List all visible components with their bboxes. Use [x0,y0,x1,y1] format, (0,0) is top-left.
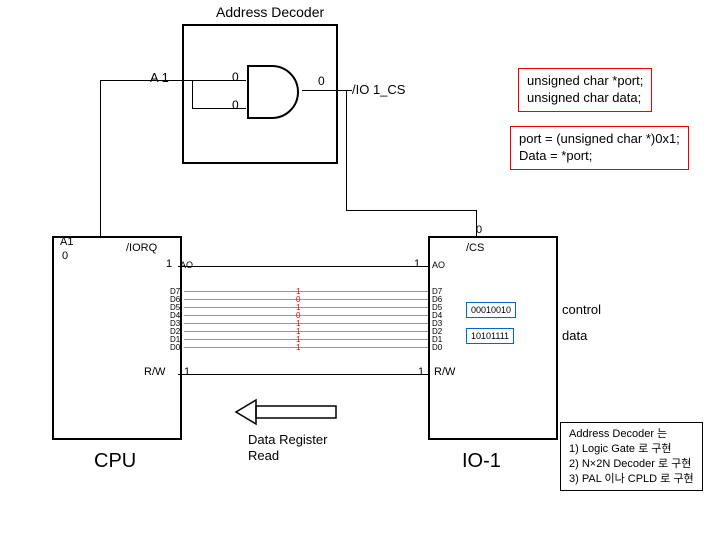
bus-ao [178,266,428,267]
arrow-label1: Data Register [248,432,327,447]
bus-d3 [184,323,428,324]
bus-d7 [184,291,428,292]
wire-cs-v2 [476,210,477,236]
cpu-d0: D0 [170,344,180,352]
cpu-rw-label: R/W [144,366,165,378]
and-in-top: 0 [232,70,239,84]
io-ao-val: 1 [414,258,420,270]
bus-d6 [184,299,428,300]
a1-input-label: A 1 [150,70,169,85]
wire-and-bot-v [192,80,193,108]
note-title: Address Decoder 는 [569,427,694,442]
control-label: control [562,302,601,317]
wire-a1-in [100,80,182,81]
io-cs-label: /CS [466,242,484,254]
reg-data: 10101111 [466,328,514,344]
note-l1: 1) Logic Gate 로 구현 [569,442,694,457]
code-box-2: port = (unsigned char *)0x1; Data = *por… [510,126,689,170]
reg-control: 00010010 [466,302,516,318]
bus-rw [178,374,428,375]
cpu-box [52,236,182,440]
io-d0: D0 [432,344,442,352]
note-l3: 3) PAL 이나 CPLD 로 구현 [569,472,694,487]
wire-and-out [302,90,352,91]
cpu-a1-label: A1 [60,236,73,248]
bus-d0 [184,347,428,348]
code-box-1: unsigned char *port; unsigned char data; [518,68,652,112]
code2-l1: port = (unsigned char *)0x1; [519,131,680,148]
bus-d2 [184,331,428,332]
code1-l2: unsigned char data; [527,90,643,107]
bus-d4 [184,315,428,316]
wire-a1-vert [100,80,101,236]
bus-d1 [184,339,428,340]
io-label: IO-1 [462,450,501,473]
cpu-ao-val: 1 [166,258,172,270]
and-in-bot: 0 [232,98,239,112]
wire-and-top [184,80,246,81]
and-gate-icon [246,62,306,122]
data-label: data [562,328,587,343]
wire-and-bot-h [192,108,246,109]
bus-d5 [184,307,428,308]
bus-bit0: 1 [296,344,300,352]
code2-l2: Data = *port; [519,148,680,165]
wire-cs-h [346,210,476,211]
cpu-a1-val: 0 [62,250,68,262]
code1-l1: unsigned char *port; [527,73,643,90]
wire-cs-v1 [346,90,347,210]
arrow-label2: Read [248,448,279,463]
cs-out-label: /IO 1_CS [352,82,405,97]
cpu-iorq-label: /IORQ [126,242,157,254]
cpu-ao-label: AO [180,260,193,270]
arrow-left-icon [232,398,342,426]
note-l2: 2) N×2N Decoder 로 구현 [569,457,694,472]
title: Address Decoder [216,4,324,20]
io-rw-val: 1 [418,366,424,378]
and-out-val: 0 [318,74,325,88]
io-rw-label: R/W [434,366,455,378]
note-box: Address Decoder 는 1) Logic Gate 로 구현 2) … [560,422,703,491]
cpu-rw-val: 1 [184,366,190,378]
cpu-label: CPU [94,450,136,473]
io-ao-label: AO [432,260,445,270]
